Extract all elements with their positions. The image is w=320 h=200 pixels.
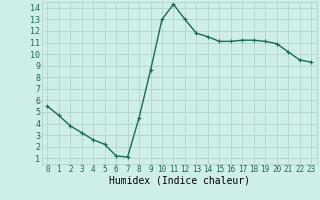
X-axis label: Humidex (Indice chaleur): Humidex (Indice chaleur) [109,176,250,186]
